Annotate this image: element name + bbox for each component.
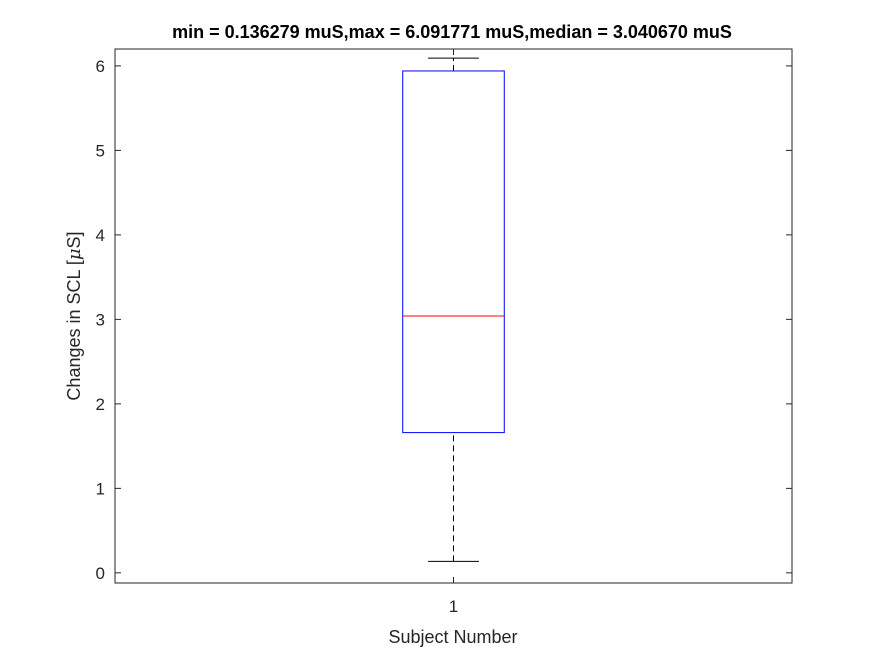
chart-title: min = 0.136279 muS,max = 6.091771 muS,me… (172, 22, 732, 42)
y-tick-label: 0 (96, 564, 105, 583)
y-tick-label: 4 (96, 226, 105, 245)
box-series (402, 57, 505, 562)
y-axis-label-mu: μ (64, 248, 85, 260)
x-tick-label: 1 (449, 597, 458, 616)
y-tick-label: 1 (96, 479, 105, 498)
y-tick-label: 2 (96, 395, 105, 414)
y-axis-label: Changes in SCL [μS] (64, 231, 85, 400)
x-axis-label: Subject Number (388, 627, 517, 647)
y-tick-label: 5 (96, 141, 105, 160)
axes-frame (114, 48, 793, 584)
box-group (402, 57, 505, 562)
axis-ticks: 0 1 2 3 4 5 6 1 (96, 49, 792, 616)
y-tick-label: 6 (96, 57, 105, 76)
y-tick-label: 3 (96, 310, 105, 329)
y-axis-label-prefix: Changes in SCL [ (64, 260, 84, 400)
y-axis-label-suffix: S] (64, 231, 84, 248)
box-iqr (402, 70, 505, 434)
